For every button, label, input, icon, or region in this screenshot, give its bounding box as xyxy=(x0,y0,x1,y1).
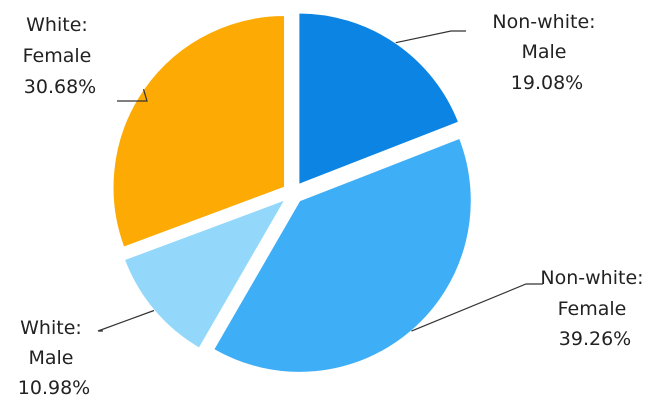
slices-layer xyxy=(112,11,473,374)
leader-line-white-male xyxy=(97,309,155,332)
leader-line-nonwhite-male xyxy=(395,30,466,44)
leader-line-nonwhite-female xyxy=(411,283,543,332)
slice-nonwhite-male xyxy=(297,11,460,186)
leader-lines-layer xyxy=(97,30,543,332)
label-nonwhite-female: Non-white: Female 39.26% xyxy=(540,267,649,350)
leader-line-white-female xyxy=(117,89,148,102)
label-white-male: White: Male 10.98% xyxy=(18,317,90,399)
label-white-female: White: Female 30.68% xyxy=(23,14,98,98)
label-nonwhite-male: Non-white: Male 19.08% xyxy=(492,11,601,94)
slice-white-male xyxy=(123,198,288,350)
